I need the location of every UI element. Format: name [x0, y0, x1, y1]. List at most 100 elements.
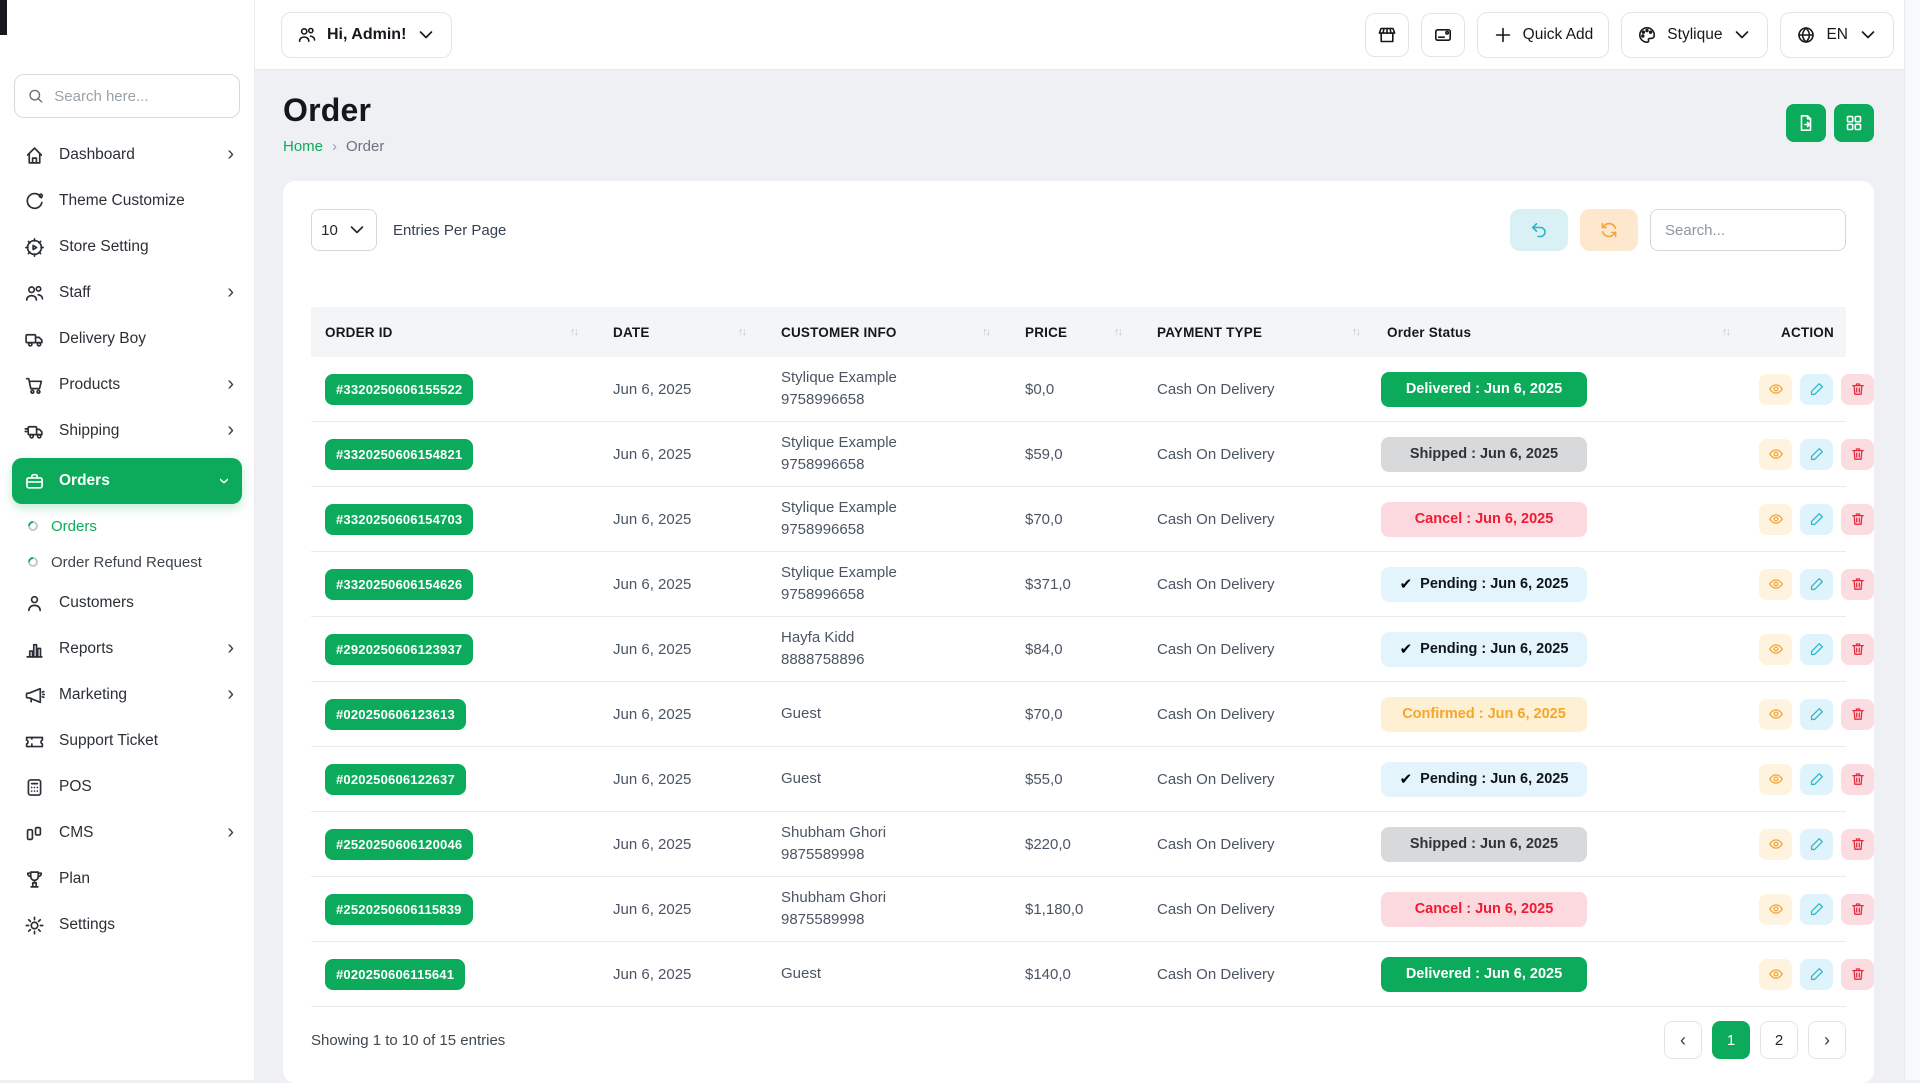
delete-order-button[interactable] [1841, 569, 1874, 600]
eye-icon [1768, 836, 1784, 852]
view-order-button[interactable] [1759, 699, 1792, 730]
column-header-customer-info[interactable]: CUSTOMER INFO ↑↓ [767, 307, 1011, 357]
delete-order-button[interactable] [1841, 504, 1874, 535]
column-header-order-id[interactable]: ORDER ID ↑↓ [311, 307, 599, 357]
store-button[interactable] [1365, 13, 1409, 57]
sidebar-item-settings[interactable]: Settings [0, 902, 254, 948]
sidebar-item-label: Marketing [59, 686, 213, 704]
sidebar-item-label: CMS [59, 824, 213, 842]
view-order-button[interactable] [1759, 894, 1792, 925]
edit-order-button[interactable] [1800, 569, 1833, 600]
edit-order-button[interactable] [1800, 764, 1833, 795]
view-order-button[interactable] [1759, 504, 1792, 535]
sidebar-item-dashboard[interactable]: Dashboard › [0, 132, 254, 178]
sidebar-item-reports[interactable]: Reports › [0, 626, 254, 672]
delete-order-button[interactable] [1841, 894, 1874, 925]
order-id-badge[interactable]: #020250606122637 [325, 764, 466, 795]
sidebar-subitem-order-refund-request[interactable]: Order Refund Request [0, 544, 254, 580]
delete-order-button[interactable] [1841, 699, 1874, 730]
edit-order-button[interactable] [1800, 504, 1833, 535]
sidebar-item-orders[interactable]: Orders › [12, 458, 242, 504]
view-order-button[interactable] [1759, 569, 1792, 600]
view-order-button[interactable] [1759, 829, 1792, 860]
refresh-button[interactable] [1580, 209, 1638, 251]
card-icon [1433, 25, 1453, 45]
view-order-button[interactable] [1759, 439, 1792, 470]
brand-menu-button[interactable]: Stylique [1621, 12, 1768, 58]
sidebar-item-theme-customize[interactable]: Theme Customize [0, 178, 254, 224]
sidebar-item-staff[interactable]: Staff › [0, 270, 254, 316]
sort-icon[interactable]: ↑↓ [1352, 326, 1359, 338]
sidebar-search[interactable] [14, 74, 240, 118]
language-selector[interactable]: EN [1780, 12, 1894, 58]
payment-type: Cash On Delivery [1143, 747, 1381, 811]
sidebar-search-input[interactable] [54, 88, 227, 105]
column-header-payment-type[interactable]: PAYMENT TYPE ↑↓ [1143, 307, 1381, 357]
view-order-button[interactable] [1759, 634, 1792, 665]
admin-greeting-button[interactable]: Hi, Admin! [281, 12, 452, 58]
sidebar-item-plan[interactable]: Plan [0, 856, 254, 902]
order-id-badge[interactable]: #3320250606155522 [325, 374, 473, 405]
sidebar-item-support-ticket[interactable]: Support Ticket [0, 718, 254, 764]
sidebar-item-delivery-boy[interactable]: Delivery Boy [0, 316, 254, 362]
sidebar-item-cms[interactable]: CMS › [0, 810, 254, 856]
pagination-page-2[interactable]: 2 [1760, 1021, 1798, 1059]
edit-order-button[interactable] [1800, 829, 1833, 860]
order-id-badge[interactable]: #2920250606123937 [325, 634, 473, 665]
scrollbar[interactable] [1904, 0, 1920, 1080]
sort-icon[interactable]: ↑↓ [1114, 326, 1121, 338]
quick-add-button[interactable]: Quick Add [1477, 12, 1610, 58]
sort-icon[interactable]: ↑↓ [738, 326, 745, 338]
order-status-badge: Delivered : Jun 6, 2025 [1381, 372, 1587, 407]
pagination-next-button[interactable]: › [1808, 1021, 1846, 1059]
order-id-badge[interactable]: #3320250606154821 [325, 439, 473, 470]
edit-order-button[interactable] [1800, 439, 1833, 470]
sort-icon[interactable]: ↑↓ [570, 326, 577, 338]
column-header-label: CUSTOMER INFO [781, 325, 897, 340]
eye-icon [1768, 446, 1784, 462]
sidebar-item-pos[interactable]: POS [0, 764, 254, 810]
edit-order-button[interactable] [1800, 374, 1833, 405]
order-id-badge[interactable]: #020250606123613 [325, 699, 466, 730]
sidebar-item-products[interactable]: Products › [0, 362, 254, 408]
sidebar-item-store-setting[interactable]: Store Setting [0, 224, 254, 270]
sidebar-item-customers[interactable]: Customers [0, 580, 254, 626]
edit-order-button[interactable] [1800, 634, 1833, 665]
undo-button[interactable] [1510, 209, 1568, 251]
edit-order-button[interactable] [1800, 699, 1833, 730]
order-id-badge[interactable]: #020250606115641 [325, 959, 465, 990]
column-header-order-status[interactable]: Order Status ↑↓ [1381, 307, 1751, 357]
column-header-price[interactable]: PRICE ↑↓ [1011, 307, 1143, 357]
card-button[interactable] [1421, 13, 1465, 57]
sort-icon[interactable]: ↑↓ [982, 326, 989, 338]
view-order-button[interactable] [1759, 374, 1792, 405]
view-order-button[interactable] [1759, 764, 1792, 795]
column-header-date[interactable]: DATE ↑↓ [599, 307, 767, 357]
layout-grid-button[interactable] [1834, 104, 1874, 142]
entries-per-page-select[interactable]: 10 [311, 209, 377, 251]
delete-order-button[interactable] [1841, 764, 1874, 795]
export-button[interactable] [1786, 104, 1826, 142]
order-id-badge[interactable]: #3320250606154703 [325, 504, 473, 535]
table-row: #2920250606123937 Jun 6, 2025 Hayfa Kidd… [311, 617, 1846, 682]
delete-order-button[interactable] [1841, 959, 1874, 990]
pagination-page-1[interactable]: 1 [1712, 1021, 1750, 1059]
view-order-button[interactable] [1759, 959, 1792, 990]
delete-order-button[interactable] [1841, 374, 1874, 405]
sidebar-subitem-orders[interactable]: Orders [0, 508, 254, 544]
sidebar-item-shipping[interactable]: Shipping › [0, 408, 254, 454]
order-id-badge[interactable]: #2520250606115839 [325, 894, 473, 925]
table-search-input[interactable] [1650, 209, 1846, 251]
edit-order-button[interactable] [1800, 959, 1833, 990]
edit-order-button[interactable] [1800, 894, 1833, 925]
pagination-prev-button[interactable]: ‹ [1664, 1021, 1702, 1059]
trash-icon [1850, 446, 1866, 462]
delete-order-button[interactable] [1841, 634, 1874, 665]
order-id-badge[interactable]: #2520250606120046 [325, 829, 473, 860]
sort-icon[interactable]: ↑↓ [1722, 326, 1729, 338]
sidebar-item-marketing[interactable]: Marketing › [0, 672, 254, 718]
delete-order-button[interactable] [1841, 829, 1874, 860]
breadcrumb-home-link[interactable]: Home [283, 138, 323, 155]
delete-order-button[interactable] [1841, 439, 1874, 470]
order-id-badge[interactable]: #3320250606154626 [325, 569, 473, 600]
